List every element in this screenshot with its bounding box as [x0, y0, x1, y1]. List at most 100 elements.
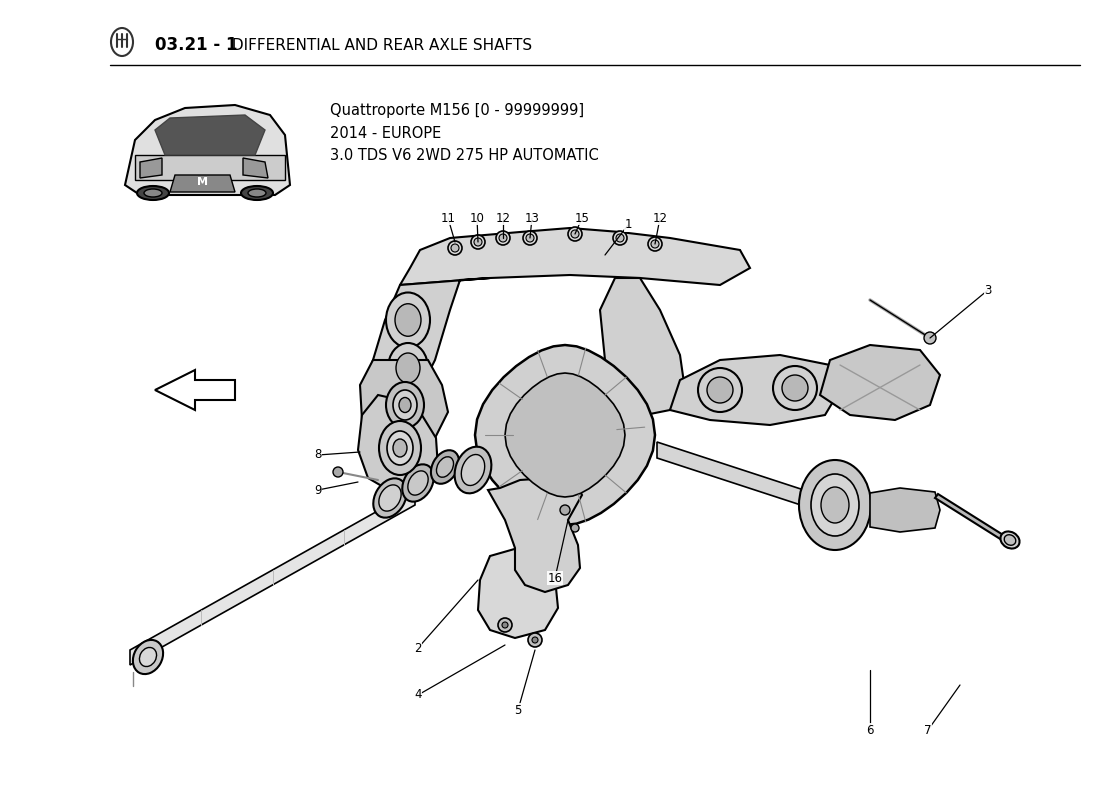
Text: 13: 13 [525, 211, 539, 225]
Text: M: M [197, 177, 208, 187]
Ellipse shape [111, 28, 133, 56]
Circle shape [471, 235, 485, 249]
Ellipse shape [388, 343, 428, 393]
Polygon shape [243, 158, 268, 178]
Polygon shape [478, 548, 558, 638]
Text: 11: 11 [440, 211, 455, 225]
Polygon shape [155, 115, 265, 155]
Circle shape [648, 237, 662, 251]
Ellipse shape [386, 293, 430, 347]
Ellipse shape [378, 485, 402, 511]
Circle shape [498, 618, 512, 632]
Text: 15: 15 [574, 211, 590, 225]
Polygon shape [358, 395, 438, 492]
Ellipse shape [140, 647, 156, 666]
Ellipse shape [1001, 531, 1020, 549]
Text: Quattroporte M156 [0 - 99999999]: Quattroporte M156 [0 - 99999999] [330, 102, 584, 118]
Polygon shape [820, 345, 940, 420]
Text: 4: 4 [415, 689, 421, 702]
Circle shape [522, 231, 537, 245]
Polygon shape [170, 175, 235, 192]
Circle shape [526, 234, 534, 242]
Polygon shape [155, 370, 235, 410]
Polygon shape [488, 478, 582, 592]
Ellipse shape [144, 189, 162, 197]
Ellipse shape [707, 377, 733, 403]
Ellipse shape [379, 421, 421, 475]
Circle shape [924, 332, 936, 344]
Ellipse shape [133, 640, 163, 674]
Circle shape [571, 524, 579, 532]
Polygon shape [370, 278, 490, 400]
Circle shape [568, 227, 582, 241]
Text: 3.0 TDS V6 2WD 275 HP AUTOMATIC: 3.0 TDS V6 2WD 275 HP AUTOMATIC [330, 149, 598, 163]
Ellipse shape [782, 375, 808, 401]
Polygon shape [657, 442, 810, 508]
Polygon shape [140, 158, 162, 178]
Text: 12: 12 [652, 211, 668, 225]
Circle shape [333, 467, 343, 477]
Text: 03.21 - 1: 03.21 - 1 [155, 36, 238, 54]
Text: 9: 9 [315, 483, 321, 497]
Text: 5: 5 [515, 703, 521, 717]
Ellipse shape [138, 186, 169, 200]
Ellipse shape [773, 366, 817, 410]
Circle shape [571, 230, 579, 238]
Text: DIFFERENTIAL AND REAR AXLE SHAFTS: DIFFERENTIAL AND REAR AXLE SHAFTS [227, 38, 532, 53]
Polygon shape [600, 278, 685, 415]
Ellipse shape [395, 304, 421, 336]
Circle shape [499, 234, 507, 242]
Ellipse shape [387, 431, 412, 465]
Circle shape [651, 240, 659, 248]
Polygon shape [130, 490, 415, 665]
Circle shape [451, 244, 459, 252]
Polygon shape [400, 228, 750, 285]
Polygon shape [870, 488, 940, 532]
Polygon shape [505, 373, 625, 497]
Polygon shape [135, 155, 285, 180]
Ellipse shape [437, 457, 453, 478]
Polygon shape [475, 345, 654, 525]
Text: 2014 - EUROPE: 2014 - EUROPE [330, 126, 441, 141]
Text: 12: 12 [495, 211, 510, 225]
Text: 8: 8 [315, 449, 321, 462]
Circle shape [496, 231, 510, 245]
Text: 2: 2 [415, 642, 421, 654]
Text: 1: 1 [625, 218, 631, 231]
Text: 10: 10 [470, 211, 484, 225]
Ellipse shape [393, 390, 417, 420]
Text: 7: 7 [924, 723, 932, 737]
Ellipse shape [399, 398, 411, 413]
Ellipse shape [396, 353, 420, 383]
Ellipse shape [248, 189, 266, 197]
Circle shape [613, 231, 627, 245]
Text: 16: 16 [548, 571, 562, 585]
Circle shape [532, 637, 538, 643]
Ellipse shape [386, 382, 424, 428]
Text: 3: 3 [984, 283, 992, 297]
Polygon shape [125, 105, 290, 195]
Circle shape [560, 505, 570, 515]
Circle shape [448, 241, 462, 255]
Polygon shape [935, 494, 1008, 542]
Circle shape [528, 633, 542, 647]
Ellipse shape [431, 450, 459, 484]
Ellipse shape [241, 186, 273, 200]
Ellipse shape [1004, 534, 1015, 546]
Ellipse shape [454, 446, 492, 494]
Circle shape [474, 238, 482, 246]
Ellipse shape [393, 439, 407, 457]
Ellipse shape [821, 487, 849, 523]
Circle shape [616, 234, 624, 242]
Ellipse shape [698, 368, 742, 412]
Ellipse shape [811, 474, 859, 536]
Circle shape [502, 622, 508, 628]
Ellipse shape [373, 478, 407, 518]
Ellipse shape [408, 471, 428, 495]
Polygon shape [360, 360, 448, 448]
Ellipse shape [403, 464, 433, 502]
Text: 6: 6 [867, 723, 873, 737]
Ellipse shape [461, 454, 485, 486]
Ellipse shape [799, 460, 871, 550]
Polygon shape [670, 355, 840, 425]
